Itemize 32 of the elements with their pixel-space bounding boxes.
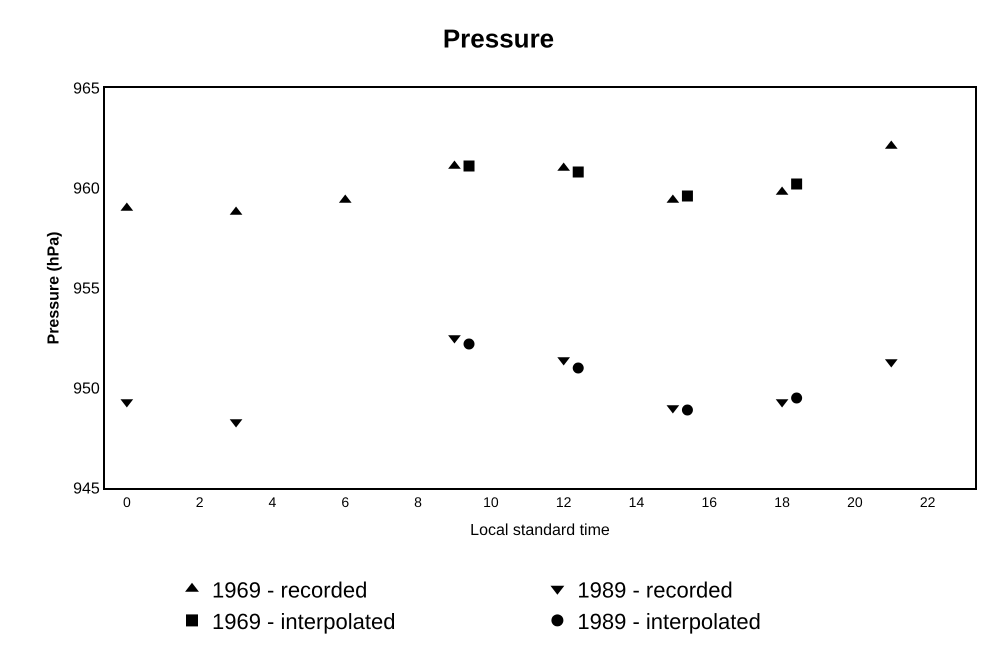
point	[572, 166, 584, 178]
chart-title: Pressure	[442, 24, 554, 54]
y-tick-label: 950	[73, 380, 100, 398]
point	[791, 178, 802, 190]
y-tick-label: 965	[73, 80, 100, 98]
x-tick-label: 22	[920, 494, 936, 510]
point	[791, 392, 802, 404]
x-tick-label: 4	[268, 494, 277, 510]
x-tick-label: 16	[701, 494, 718, 510]
point	[682, 190, 693, 202]
legend-label: 1989 - recorded	[577, 577, 733, 602]
y-axis-title: Pressure (hPa)	[45, 232, 62, 344]
x-tick-label: 0	[122, 494, 131, 510]
x-tick-label: 8	[414, 494, 422, 510]
x-tick-label: 18	[774, 494, 790, 510]
x-tick-label: 12	[556, 494, 572, 510]
y-tick-label: 960	[73, 180, 100, 198]
point	[572, 362, 584, 374]
legend-label: 1989 - interpolated	[577, 608, 761, 634]
x-tick-label: 6	[341, 494, 350, 510]
x-tick-label: 14	[628, 494, 644, 510]
y-tick-label: 945	[73, 480, 100, 498]
point	[464, 160, 475, 172]
x-tick-label: 20	[847, 494, 863, 510]
legend-label: 1969 - interpolated	[212, 608, 396, 634]
y-tick-label: 955	[73, 280, 100, 298]
x-tick-label: 2	[196, 494, 204, 510]
point	[682, 404, 693, 416]
legend-label: 1969 - recorded	[212, 577, 368, 602]
x-axis-title: Local standard time	[470, 522, 610, 539]
point	[464, 338, 475, 350]
x-tick-label: 10	[483, 494, 499, 510]
